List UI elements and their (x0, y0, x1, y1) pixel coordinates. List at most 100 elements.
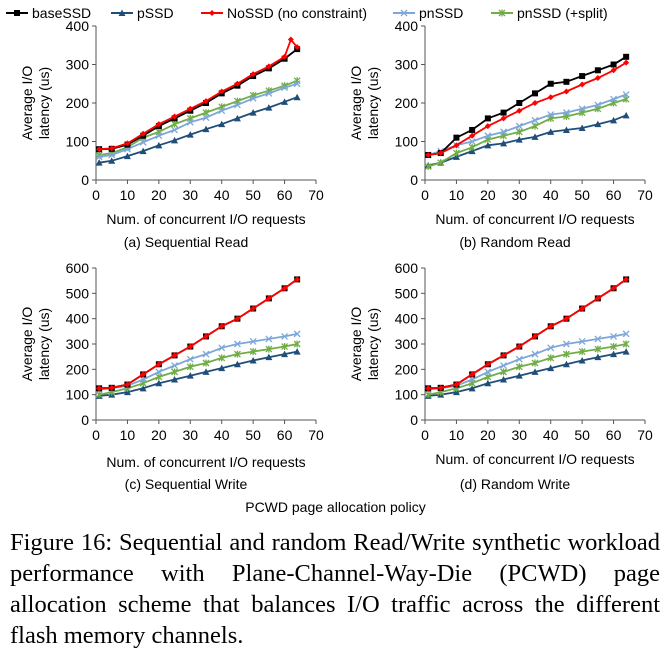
data-point-marker (622, 348, 630, 355)
data-point-marker (468, 138, 476, 145)
x-tick-label: 20 (151, 187, 167, 203)
data-point-marker (171, 136, 179, 144)
data-point-marker (563, 88, 570, 95)
series-basessd (96, 46, 301, 153)
x-axis-label: Num. of concurrent I/O requests (106, 211, 305, 227)
data-point-marker (171, 120, 179, 128)
data-point-marker (187, 105, 194, 112)
series-pnssd-split (95, 340, 301, 399)
y-axis-label-line: Average I/O (348, 66, 364, 141)
legend-label: baseSSD (32, 5, 92, 21)
data-point-marker (531, 133, 539, 140)
data-point-legend (498, 9, 506, 17)
data-point-marker (293, 330, 301, 338)
data-point-marker (437, 150, 444, 157)
data-point-marker (293, 80, 301, 88)
data-point-marker (171, 362, 179, 369)
data-point-marker (202, 350, 210, 358)
policy-label: PCWD page allocation policy (245, 499, 426, 515)
y-tick-label: 0 (81, 172, 89, 188)
data-point-marker (155, 141, 163, 149)
x-tick-label: 70 (637, 187, 653, 203)
data-point-marker (484, 368, 492, 376)
data-point-marker (287, 36, 294, 43)
data-point-marker (563, 78, 570, 85)
data-point-marker (281, 285, 288, 292)
data-point-marker (610, 332, 618, 340)
x-tick-label: 70 (308, 187, 324, 203)
data-point-marker (186, 355, 194, 363)
data-point-marker (95, 391, 103, 399)
data-point-marker (250, 305, 257, 312)
data-point-marker (124, 381, 131, 388)
y-tick-label: 100 (395, 134, 419, 150)
data-point-marker (95, 153, 103, 161)
legend-label: pnSSD (419, 5, 464, 21)
legend-swatch (201, 10, 223, 16)
y-tick-label: 300 (395, 57, 419, 73)
subplot-title: (d) Random Write (460, 476, 570, 492)
data-point-legend (118, 9, 126, 16)
data-point-marker (437, 159, 445, 167)
y-tick-label: 200 (395, 361, 419, 377)
data-point-marker (594, 101, 602, 109)
data-point-marker (547, 80, 554, 87)
y-tick-label: 600 (395, 260, 419, 276)
data-point-marker (265, 295, 272, 302)
data-point-marker (123, 388, 131, 396)
x-tick-label: 20 (480, 427, 496, 443)
data-point-legend (14, 10, 20, 16)
data-point-marker (171, 126, 179, 134)
series-line (428, 278, 627, 390)
y-tick-label: 300 (66, 336, 90, 352)
data-point-marker (108, 151, 116, 159)
data-point-marker (281, 332, 289, 340)
data-point-marker (425, 151, 432, 158)
data-point-marker (500, 115, 507, 122)
data-point-marker (531, 350, 539, 358)
data-point-marker (469, 126, 476, 133)
x-tick-label: 50 (574, 427, 590, 443)
y-tick-label: 200 (66, 361, 90, 377)
data-point-marker (610, 343, 618, 351)
data-point-legend (209, 10, 215, 16)
data-point-marker (579, 305, 586, 312)
data-point-marker (218, 364, 226, 372)
data-point-marker (484, 115, 491, 122)
legend-item: baseSSD (5, 4, 91, 22)
data-point-marker (532, 90, 538, 97)
data-point-marker (623, 53, 630, 60)
data-point-marker (123, 152, 131, 160)
data-point-legend (400, 9, 408, 17)
x-tick-label: 30 (182, 427, 198, 443)
y-axis-label-line: Average I/O (19, 307, 35, 382)
y-tick-label: 400 (395, 18, 419, 34)
data-point-marker (155, 361, 162, 368)
series-line (98, 82, 298, 158)
data-point-marker (469, 132, 476, 139)
data-point-marker (233, 114, 241, 122)
data-point-marker (202, 359, 210, 367)
x-tick-label: 70 (637, 427, 653, 443)
data-point-marker (249, 338, 257, 345)
data-point-marker (515, 363, 523, 371)
data-point-marker (515, 372, 523, 379)
x-tick-label: 50 (574, 187, 590, 203)
data-point-marker (202, 368, 210, 375)
data-point-marker (547, 354, 555, 362)
data-point-marker (265, 104, 273, 111)
x-axis-label: Num. of concurrent I/O requests (435, 451, 634, 467)
data-point-marker (203, 333, 209, 340)
data-point-marker (610, 95, 618, 103)
data-point-marker (233, 340, 241, 348)
y-axis-label-line: latency (us) (365, 308, 381, 380)
data-point-marker (249, 348, 257, 356)
data-point-marker (516, 100, 523, 106)
y-axis-label-line: Average I/O (19, 66, 35, 141)
data-point-marker (547, 111, 555, 119)
data-point-marker (424, 391, 432, 399)
data-point-marker (562, 126, 570, 133)
data-point-marker (500, 352, 507, 359)
data-point-marker (452, 153, 460, 160)
